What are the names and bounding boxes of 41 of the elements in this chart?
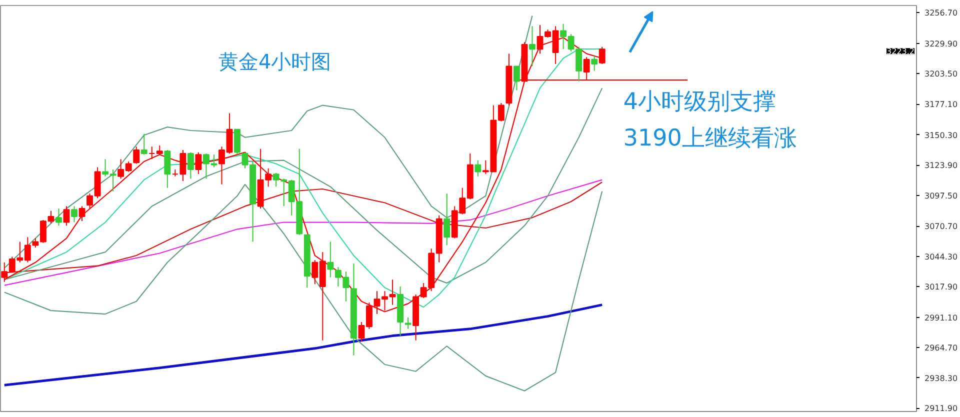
line-series [3,304,604,386]
text: 黄金4小时图 [218,50,332,74]
y-tick-label: 3123.90 [924,161,958,170]
candlestick [187,152,194,180]
candlestick [195,152,202,175]
y-tick-label: 3150.30 [924,130,958,140]
y-tick-label: 2938.30 [924,374,958,383]
candlestick [156,144,163,156]
candlestick [133,146,140,164]
annotation: 3190上继续看涨 [623,126,797,152]
y-tick-label: 3097.50 [924,191,958,200]
y-tick-label: 3229.90 [924,39,958,48]
candlestick [140,133,148,156]
candlestick [514,66,520,91]
y-tick-label: 2991.10 [924,313,958,322]
annotation: 3223.2 [886,47,915,56]
line-series [4,184,603,392]
y-tick-label: 3256.70 [924,8,958,18]
candlestick [148,146,156,160]
candlestick [444,193,450,246]
y-tick-label: 3177.10 [924,100,958,110]
candlestick [56,208,62,226]
candlestick [164,150,171,188]
line-series [4,15,533,269]
annotation: 4小时级别支撑 [623,89,776,116]
candlestick [591,55,598,72]
y-tick-label: 3203.50 [924,70,958,79]
y-tick-label: 2911.90 [924,404,958,414]
candlestick [404,316,412,330]
candlestick [474,160,482,177]
candlestick [529,26,536,67]
candlestick [234,128,240,156]
line-series [4,88,603,284]
candlestick [63,206,70,226]
y-tick-label: 2964.70 [924,344,958,353]
candlestick [78,206,86,222]
y-tick-label: 3017.90 [924,282,958,292]
candlestick [327,241,334,278]
y-tick-label: 3044.30 [924,252,958,262]
candlestick [71,206,78,223]
y-tick-label: 3070.70 [924,222,958,232]
